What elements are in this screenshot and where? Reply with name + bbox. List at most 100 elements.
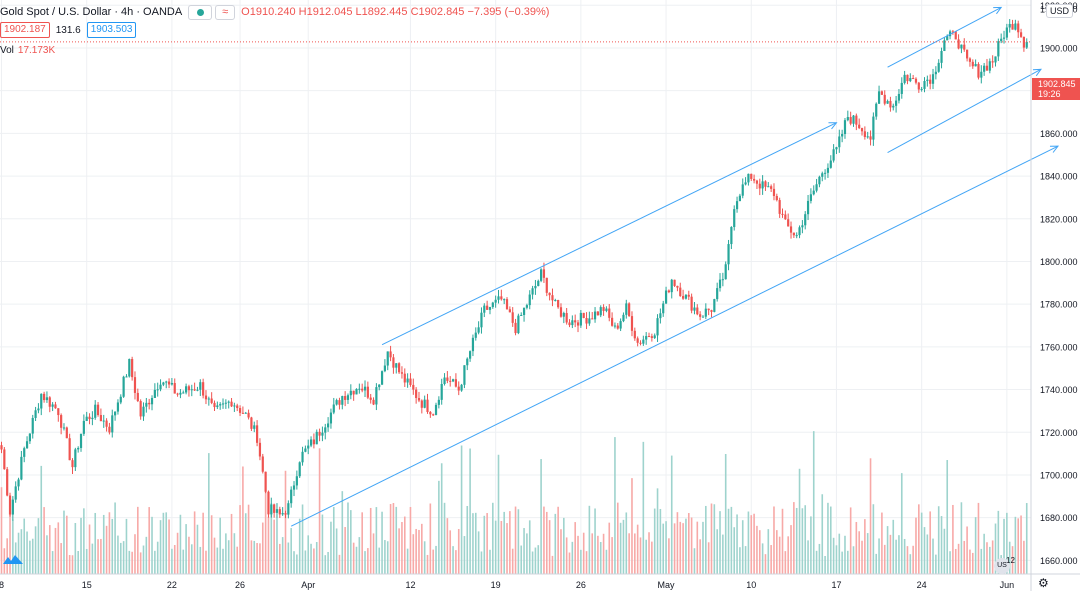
candle (815, 184, 818, 191)
candle (111, 415, 114, 433)
volume-bar (210, 515, 213, 574)
candle (244, 412, 247, 414)
volume-bar (279, 543, 281, 574)
candle (221, 403, 225, 405)
candle (204, 395, 208, 400)
candle (625, 303, 628, 315)
price-tick-label: 1840.000 (1040, 172, 1078, 182)
candle (451, 379, 455, 382)
time-tick-label: Apr (301, 580, 315, 590)
volume-bar (100, 538, 102, 574)
candle (531, 288, 534, 295)
volume-bar (557, 506, 559, 574)
volume-bar (909, 554, 912, 574)
gear-icon[interactable]: ⚙ (1038, 576, 1049, 590)
volume-bar (506, 523, 508, 574)
volume-bar (1003, 518, 1005, 574)
volume-bar (34, 526, 37, 574)
chart-legend: Gold Spot / U.S. Dollar · 4h · OANDA ≈ O… (0, 4, 549, 20)
volume-bar (105, 525, 108, 574)
volume-bar (148, 507, 150, 574)
volume-bar (37, 518, 40, 574)
volume-bar (168, 519, 170, 574)
volume-bar (900, 473, 903, 574)
candle (843, 120, 847, 135)
candle (548, 292, 551, 296)
volume-bar (912, 545, 914, 574)
volume-bar (196, 524, 199, 574)
symbol-title[interactable]: Gold Spot / U.S. Dollar · 4h · OANDA (0, 6, 183, 18)
candle (358, 388, 361, 390)
candle (474, 332, 477, 338)
sell-button[interactable]: 1902.187 (0, 22, 50, 38)
candle (809, 194, 812, 201)
candle (900, 82, 903, 94)
volume-bar (102, 514, 105, 574)
candle (772, 188, 776, 197)
volume-bar (460, 445, 463, 574)
candle (670, 279, 673, 293)
volume-bar (330, 521, 332, 574)
volume-bar (23, 518, 26, 574)
candle (957, 39, 960, 49)
candle (290, 489, 293, 504)
candle (187, 386, 191, 391)
volume-bar (31, 538, 34, 574)
candle (605, 308, 608, 311)
volume-bar (952, 504, 954, 574)
candle (985, 65, 989, 71)
candle (190, 389, 193, 391)
volume-bar (358, 537, 361, 574)
candle (62, 427, 66, 429)
last-price-label: 1902.845 (1038, 79, 1076, 89)
candle (770, 186, 773, 189)
candle (682, 296, 685, 299)
candle (755, 180, 759, 184)
candle (540, 269, 543, 281)
volume-bar (662, 523, 665, 574)
us-flag-icon[interactable]: US (994, 558, 1010, 574)
candle (304, 448, 307, 452)
candle (966, 49, 969, 59)
candle (216, 405, 219, 408)
volume-bar (736, 514, 738, 574)
candle (420, 400, 423, 408)
volume-bar (580, 549, 582, 574)
candle (806, 200, 810, 215)
volume-bar (977, 502, 980, 574)
volume-bar (202, 512, 204, 574)
last-price-tag: 1902.845 19:26 (1032, 78, 1080, 100)
volume-bar (423, 541, 426, 574)
candle (542, 269, 546, 278)
volume-bar (208, 453, 210, 574)
time-tick-label: 12 (405, 580, 415, 590)
volume-bar (827, 502, 829, 574)
volume-bar (287, 542, 290, 574)
candle (673, 279, 676, 286)
candle (704, 308, 707, 317)
volume-bar (790, 525, 792, 574)
volume-bar (332, 506, 335, 574)
currency-button[interactable]: USD (1046, 4, 1074, 18)
candle (636, 338, 639, 343)
volume-bar (438, 480, 440, 574)
green-dot-icon[interactable] (188, 4, 213, 20)
price-tick-label: 1660.000 (1040, 556, 1078, 566)
volume-bar (327, 551, 329, 574)
candle (196, 389, 199, 391)
volume-bar (989, 546, 991, 574)
candle (767, 186, 770, 188)
candle (346, 395, 350, 400)
volume-bar (310, 543, 312, 574)
candle (974, 64, 977, 67)
candle (170, 383, 173, 385)
volume-bar (261, 522, 264, 574)
candle (497, 296, 500, 300)
compare-icon[interactable]: ≈ (215, 4, 236, 20)
candle (653, 335, 656, 338)
volume-bar (690, 517, 693, 574)
volume-bar (676, 512, 679, 574)
tradingview-logo-icon[interactable] (2, 553, 24, 567)
buy-button[interactable]: 1903.503 (86, 22, 137, 38)
